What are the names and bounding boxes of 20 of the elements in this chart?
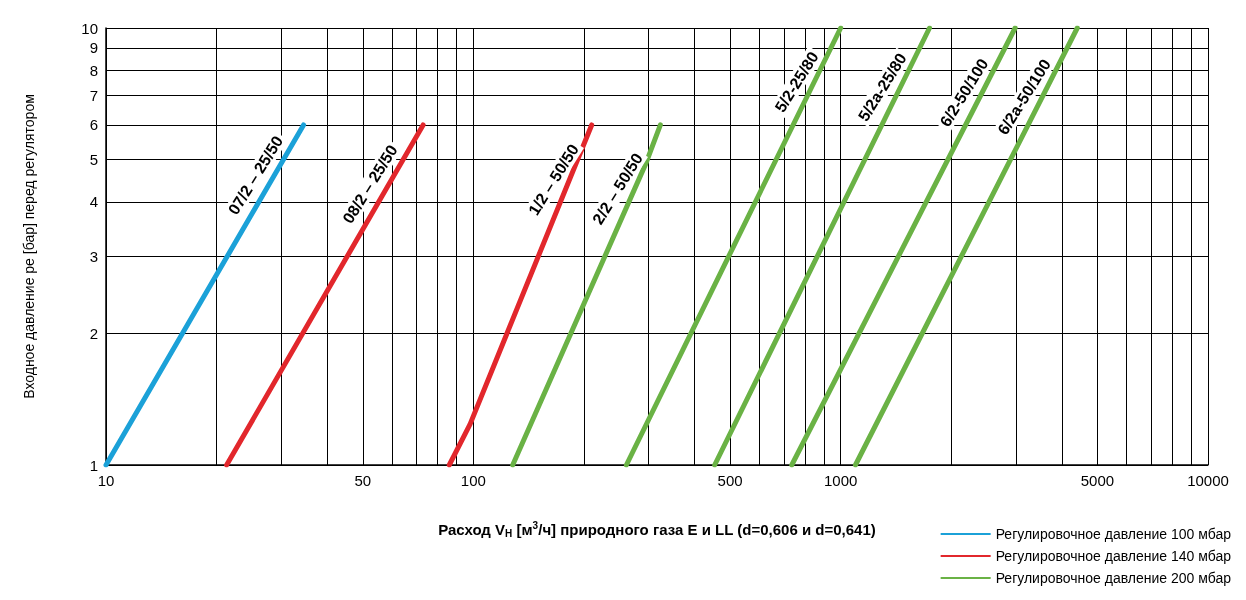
x-tick-label: 10000 — [1187, 472, 1229, 489]
y-axis-title: Входное давление pe [бар] перед регулятором — [21, 94, 37, 399]
y-tick-label: 6 — [89, 116, 98, 134]
legend-label: Регулировочное давление 200 мбар — [995, 570, 1232, 586]
y-tick-label: 1 — [89, 456, 98, 474]
x-tick-label: 5000 — [1080, 472, 1115, 489]
y-tick-label: 8 — [89, 61, 98, 79]
y-tick-label: 3 — [89, 248, 98, 265]
x-tick-label: 500 — [717, 472, 743, 489]
x-tick-label: 100 — [460, 472, 486, 489]
legend-label: Регулировочное давление 140 мбар — [995, 548, 1232, 564]
y-tick-label: 10 — [81, 19, 98, 37]
legend-label: Регулировочное давление 100 мбар — [995, 526, 1232, 542]
y-tick-label: 9 — [89, 39, 98, 57]
y-tick-label: 5 — [89, 151, 98, 169]
x-tick-label: 1000 — [823, 472, 858, 489]
y-tick-label: 7 — [89, 87, 98, 105]
y-tick-label: 2 — [89, 324, 98, 342]
x-tick-label: 50 — [354, 472, 372, 489]
y-tick-label: 4 — [89, 193, 98, 211]
